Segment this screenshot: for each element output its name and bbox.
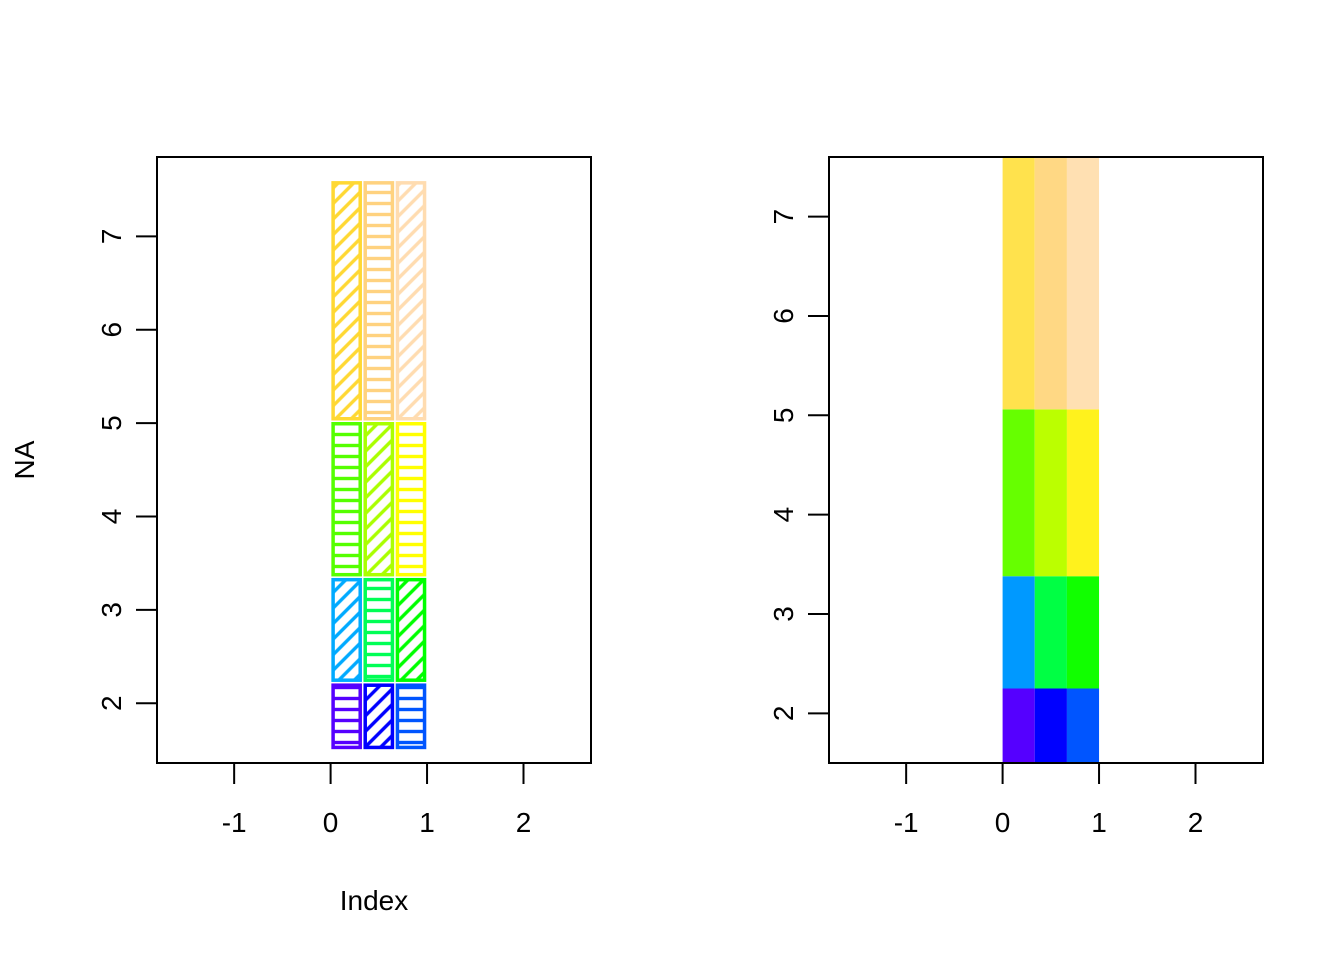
- right-heatmap-cell: [1066, 688, 1100, 763]
- right-heatmap-cell: [1034, 576, 1067, 689]
- right-y-tick-label: 4: [768, 507, 799, 523]
- left-x-axis: -1 0 1 2: [222, 762, 532, 838]
- left-y-tick-label: 3: [96, 602, 127, 618]
- right-x-tick-label: 1: [1091, 807, 1107, 838]
- left-y-tick-label: 6: [96, 322, 127, 338]
- right-plot-cells: [1002, 157, 1100, 763]
- left-x-axis-title: Index: [340, 885, 409, 916]
- left-heatmap-cell: [363, 181, 395, 421]
- right-heatmap-cell: [1066, 409, 1100, 577]
- left-y-tick-label: 7: [96, 229, 127, 245]
- left-heatmap-cell: [331, 181, 362, 421]
- right-heatmap-cell: [1002, 409, 1035, 577]
- right-y-tick-label: 5: [768, 408, 799, 424]
- left-heatmap-cell: [395, 577, 427, 682]
- right-heatmap-cell: [1002, 157, 1035, 410]
- left-plot-cells: [331, 181, 427, 750]
- right-heatmap-cell: [1002, 576, 1035, 689]
- right-y-tick-label: 2: [768, 706, 799, 722]
- left-x-tick-label: -1: [222, 807, 247, 838]
- left-heatmap-cell: [331, 683, 362, 750]
- left-heatmap-cell: [363, 683, 395, 750]
- left-x-tick-label: 2: [516, 807, 532, 838]
- right-x-tick-label: 0: [995, 807, 1011, 838]
- right-heatmap-cell: [1034, 688, 1067, 763]
- right-y-tick-label: 6: [768, 308, 799, 324]
- right-x-tick-label: -1: [894, 807, 919, 838]
- right-y-tick-label: 3: [768, 606, 799, 622]
- left-panel: -1 0 1 2 2 3 4 5 6 7 Index NA: [9, 156, 592, 916]
- left-heatmap-cell: [395, 421, 427, 577]
- right-x-axis: -1 0 1 2: [894, 762, 1204, 838]
- left-y-tick-label: 4: [96, 509, 127, 525]
- left-x-tick-label: 0: [323, 807, 339, 838]
- left-heatmap-cell: [331, 577, 362, 682]
- right-heatmap-cell: [1034, 409, 1067, 577]
- left-y-axis-title: NA: [9, 440, 40, 479]
- left-heatmap-cell: [363, 421, 395, 577]
- right-heatmap-cell: [1034, 157, 1067, 410]
- left-y-tick-label: 5: [96, 415, 127, 431]
- left-y-axis: 2 3 4 5 6 7: [96, 229, 158, 711]
- left-x-tick-label: 1: [419, 807, 435, 838]
- left-heatmap-cell: [395, 181, 427, 421]
- left-heatmap-cell: [363, 577, 395, 682]
- right-y-tick-label: 7: [768, 209, 799, 225]
- right-heatmap-cell: [1002, 688, 1035, 763]
- right-heatmap-cell: [1066, 157, 1100, 410]
- left-y-tick-label: 2: [96, 695, 127, 711]
- right-heatmap-cell: [1066, 576, 1100, 689]
- left-heatmap-cell: [331, 421, 362, 577]
- right-x-tick-label: 2: [1188, 807, 1204, 838]
- right-y-axis: 2 3 4 5 6 7: [768, 209, 830, 722]
- right-panel: -1 0 1 2 2 3 4 5 6 7: [768, 156, 1264, 838]
- left-heatmap-cell: [395, 683, 427, 750]
